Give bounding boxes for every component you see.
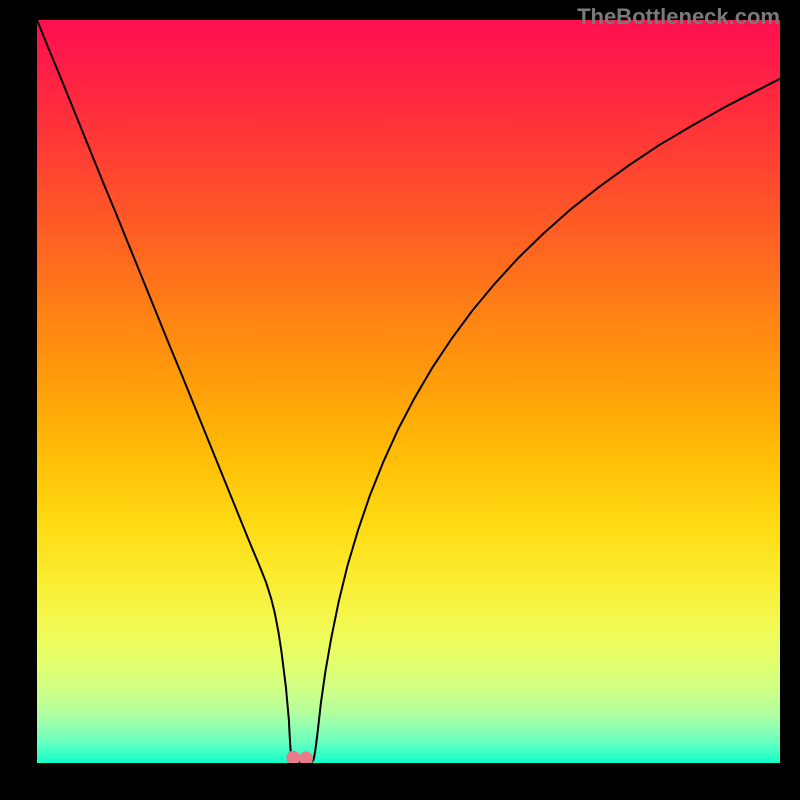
bottleneck-curve — [37, 20, 780, 763]
optimum-marker — [286, 751, 300, 763]
watermark-text: TheBottleneck.com — [577, 4, 780, 30]
plot-area — [37, 20, 780, 763]
marker-group — [286, 751, 313, 763]
curve-layer — [37, 20, 780, 763]
chart-container: TheBottleneck.com — [0, 0, 800, 800]
optimum-marker — [299, 752, 313, 763]
